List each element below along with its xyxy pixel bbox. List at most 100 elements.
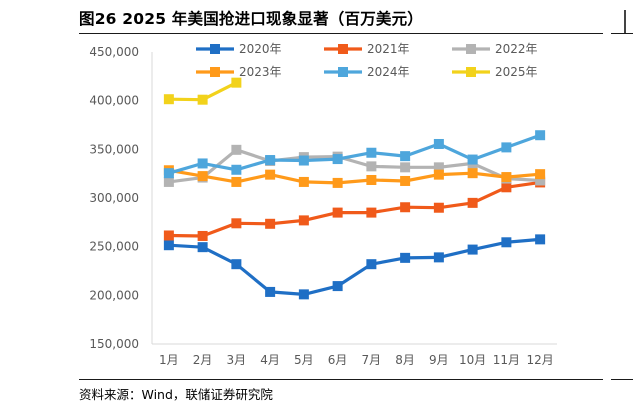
- x-tick-label: 3月: [227, 353, 247, 367]
- x-tick-label: 9月: [429, 353, 449, 367]
- legend-item: 2020年: [196, 42, 282, 56]
- data-point: [332, 177, 343, 188]
- x-tick-label: 4月: [260, 353, 280, 367]
- legend-label: 2020年: [239, 42, 282, 56]
- data-point: [163, 176, 174, 187]
- data-point: [231, 218, 242, 229]
- x-tick-label: 6月: [328, 353, 348, 367]
- data-point: [298, 155, 309, 166]
- y-tick-label: 400,000: [89, 94, 139, 108]
- legend-item: 2024年: [324, 65, 410, 79]
- data-point: [265, 155, 276, 166]
- legend-marker: [338, 67, 348, 77]
- y-axis: 150,000 200,000 250,000 300,000 350,000 400,0…: [89, 45, 153, 351]
- data-point: [163, 94, 174, 105]
- x-axis: 1月 2月 3月 4月 5月 6月 7月 8月 9月 10月 11月 12月: [152, 343, 557, 367]
- data-point: [197, 242, 208, 253]
- legend-label: 2023年: [239, 65, 282, 79]
- data-point: [366, 147, 377, 158]
- series-line: [168, 180, 541, 238]
- y-tick-label: 350,000: [89, 142, 139, 156]
- data-point: [163, 240, 174, 251]
- data-point: [197, 230, 208, 241]
- data-point: [231, 144, 242, 155]
- y-tick-label: 450,000: [89, 45, 139, 59]
- data-point: [231, 77, 242, 88]
- data-point: [366, 207, 377, 218]
- data-point: [197, 158, 208, 169]
- data-point: [467, 168, 478, 179]
- y-tick-label: 150,000: [89, 337, 139, 351]
- data-point: [231, 176, 242, 187]
- data-point: [265, 169, 276, 180]
- source-rule: [79, 379, 603, 380]
- series-1: [163, 234, 546, 300]
- legend-item: 2021年: [324, 42, 410, 56]
- title-underline: [79, 33, 603, 34]
- series-line: [168, 168, 541, 185]
- data-point: [535, 169, 546, 180]
- legend-item: 2025年: [452, 65, 538, 79]
- legend-marker: [210, 44, 220, 54]
- data-point: [366, 174, 377, 185]
- data-point: [332, 207, 343, 218]
- x-tick-label: 2月: [193, 353, 213, 367]
- legend-item: 2023年: [196, 65, 282, 79]
- data-point: [433, 252, 444, 263]
- data-point: [197, 171, 208, 182]
- data-point: [400, 175, 411, 186]
- data-point: [231, 259, 242, 270]
- legend: 2020年 2021年 2022年 2023年 2024年 2025年: [196, 42, 538, 79]
- data-point: [400, 162, 411, 173]
- chart-title: 图26 2025 年美国抢进口现象显著（百万美元）: [79, 10, 424, 28]
- series-line: [168, 133, 541, 175]
- adjacent-rule-bottom: [611, 379, 633, 380]
- adjacent-rule-top: [611, 33, 633, 34]
- y-tick-label: 200,000: [89, 288, 139, 302]
- series-layer: [163, 77, 546, 300]
- y-tick-label: 250,000: [89, 240, 139, 254]
- series-4: [163, 165, 546, 188]
- data-point: [433, 202, 444, 213]
- legend-marker: [466, 44, 476, 54]
- data-point: [400, 252, 411, 263]
- legend-marker: [338, 44, 348, 54]
- series-line: [168, 237, 541, 296]
- data-point: [197, 94, 208, 105]
- legend-label: 2024年: [367, 65, 410, 79]
- x-tick-label: 12月: [526, 353, 553, 367]
- data-point: [366, 259, 377, 270]
- adjacent-figure-edge: [624, 10, 633, 34]
- data-point: [467, 154, 478, 165]
- series-6: [163, 77, 242, 105]
- x-tick-label: 8月: [395, 353, 415, 367]
- data-point: [163, 168, 174, 179]
- data-point: [332, 281, 343, 292]
- legend-item: 2022年: [452, 42, 538, 56]
- data-point: [163, 230, 174, 241]
- legend-label: 2022年: [495, 42, 538, 56]
- data-point: [231, 164, 242, 175]
- data-point: [332, 154, 343, 165]
- x-tick-label: 5月: [294, 353, 314, 367]
- data-point: [535, 130, 546, 141]
- x-tick-label: 7月: [362, 353, 382, 367]
- x-tick-label: 1月: [159, 353, 179, 367]
- data-point: [535, 234, 546, 245]
- data-point: [298, 215, 309, 226]
- y-tick-label: 300,000: [89, 191, 139, 205]
- data-point: [400, 202, 411, 213]
- data-point: [501, 182, 512, 193]
- x-tick-label: 11月: [493, 353, 520, 367]
- legend-marker: [210, 67, 220, 77]
- data-point: [265, 218, 276, 229]
- source-note: 资料来源：Wind，联储证券研究院: [79, 387, 273, 402]
- series-5: [163, 130, 546, 179]
- data-point: [433, 169, 444, 180]
- data-point: [501, 172, 512, 183]
- legend-marker: [466, 67, 476, 77]
- data-point: [501, 142, 512, 153]
- legend-label: 2021年: [367, 42, 410, 56]
- series-2: [163, 177, 546, 241]
- data-point: [298, 176, 309, 187]
